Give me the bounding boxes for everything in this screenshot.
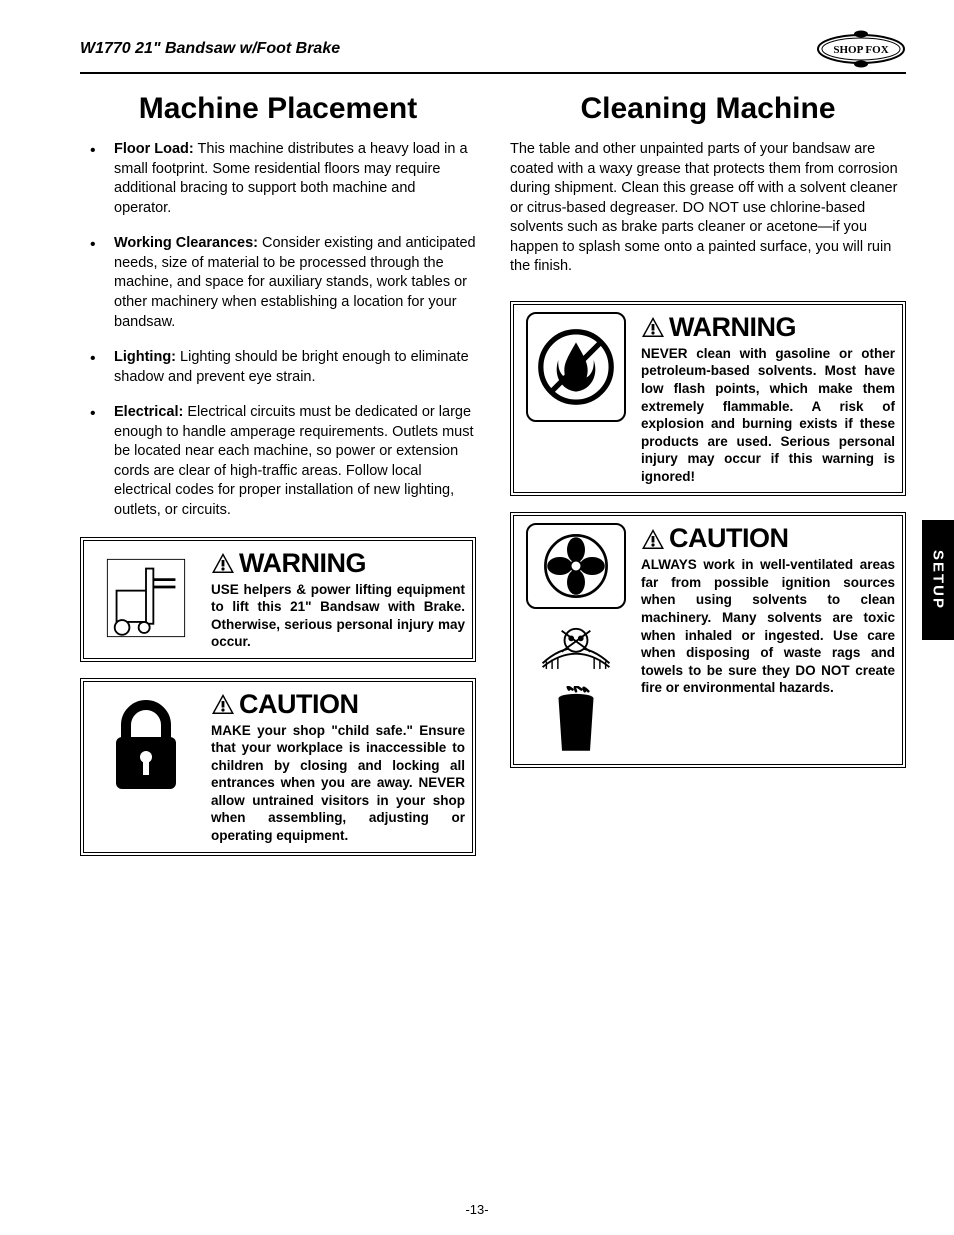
- warning-label: WARNING: [669, 312, 796, 343]
- product-title: W1770 21" Bandsaw w/Foot Brake: [80, 40, 340, 58]
- fan-icon: [526, 523, 626, 609]
- right-column: Cleaning Machine The table and other unp…: [510, 92, 906, 872]
- bullet-label: Working Clearances:: [114, 235, 258, 251]
- caution-child-safe: CAUTION MAKE your shop "child safe." Ens…: [80, 678, 476, 856]
- heading-machine-placement: Machine Placement: [80, 92, 476, 126]
- brand-logo: SHOP FOX: [816, 30, 906, 68]
- side-tab-setup: SETUP: [922, 520, 954, 640]
- bullet-floor-load: Floor Load: This machine distributes a h…: [80, 140, 476, 218]
- caution-body: ALWAYS work in well-ventilated areas far…: [641, 556, 895, 696]
- cleaning-intro: The table and other unpainted parts of y…: [510, 140, 906, 277]
- warning-head: WARNING: [211, 548, 465, 579]
- bullet-label: Floor Load:: [114, 141, 194, 157]
- caution-head: CAUTION: [211, 689, 465, 720]
- trash-can-icon: [526, 685, 626, 757]
- bullet-working-clearances: Working Clearances: Consider existing an…: [80, 234, 476, 332]
- svg-text:SHOP FOX: SHOP FOX: [833, 44, 888, 56]
- bullet-electrical: Electrical: Electrical circuits must be …: [80, 403, 476, 520]
- warning-label: WARNING: [239, 548, 366, 579]
- bullet-label: Electrical:: [114, 404, 183, 420]
- content-columns: Machine Placement Floor Load: This machi…: [80, 92, 906, 872]
- warning-no-gasoline: WARNING NEVER clean with gasoline or oth…: [510, 301, 906, 496]
- warning-triangle-icon: [641, 528, 665, 550]
- warning-triangle-icon: [211, 693, 235, 715]
- heading-cleaning-machine: Cleaning Machine: [510, 92, 906, 126]
- bullet-text: Electrical circuits must be dedicated or…: [114, 404, 474, 518]
- warning-lifting: WARNING USE helpers & power lifting equi…: [80, 537, 476, 662]
- forklift-icon: [96, 548, 196, 648]
- bullet-lighting: Lighting: Lighting should be bright enou…: [80, 348, 476, 387]
- caution-label: CAUTION: [239, 689, 359, 720]
- caution-body: MAKE your shop "child safe." Ensure that…: [211, 722, 465, 845]
- toxic-skull-icon: [526, 617, 626, 677]
- warning-body: USE helpers & power lifting equipment to…: [211, 581, 465, 651]
- padlock-icon: [96, 689, 196, 809]
- bullet-label: Lighting:: [114, 349, 176, 365]
- warning-body: NEVER clean with gasoline or other petro…: [641, 345, 895, 485]
- page-number: -13-: [0, 1202, 954, 1217]
- warning-triangle-icon: [211, 552, 235, 574]
- caution-label: CAUTION: [669, 523, 789, 554]
- page-header: W1770 21" Bandsaw w/Foot Brake SHOP FOX: [80, 30, 906, 74]
- side-tab-label: SETUP: [930, 550, 947, 610]
- warning-triangle-icon: [641, 316, 665, 338]
- no-flame-icon: [526, 312, 626, 422]
- placement-bullets: Floor Load: This machine distributes a h…: [80, 140, 476, 521]
- caution-head: CAUTION: [641, 523, 895, 554]
- warning-head: WARNING: [641, 312, 895, 343]
- left-column: Machine Placement Floor Load: This machi…: [80, 92, 476, 872]
- caution-ventilation: CAUTION ALWAYS work in well-ventilated a…: [510, 512, 906, 768]
